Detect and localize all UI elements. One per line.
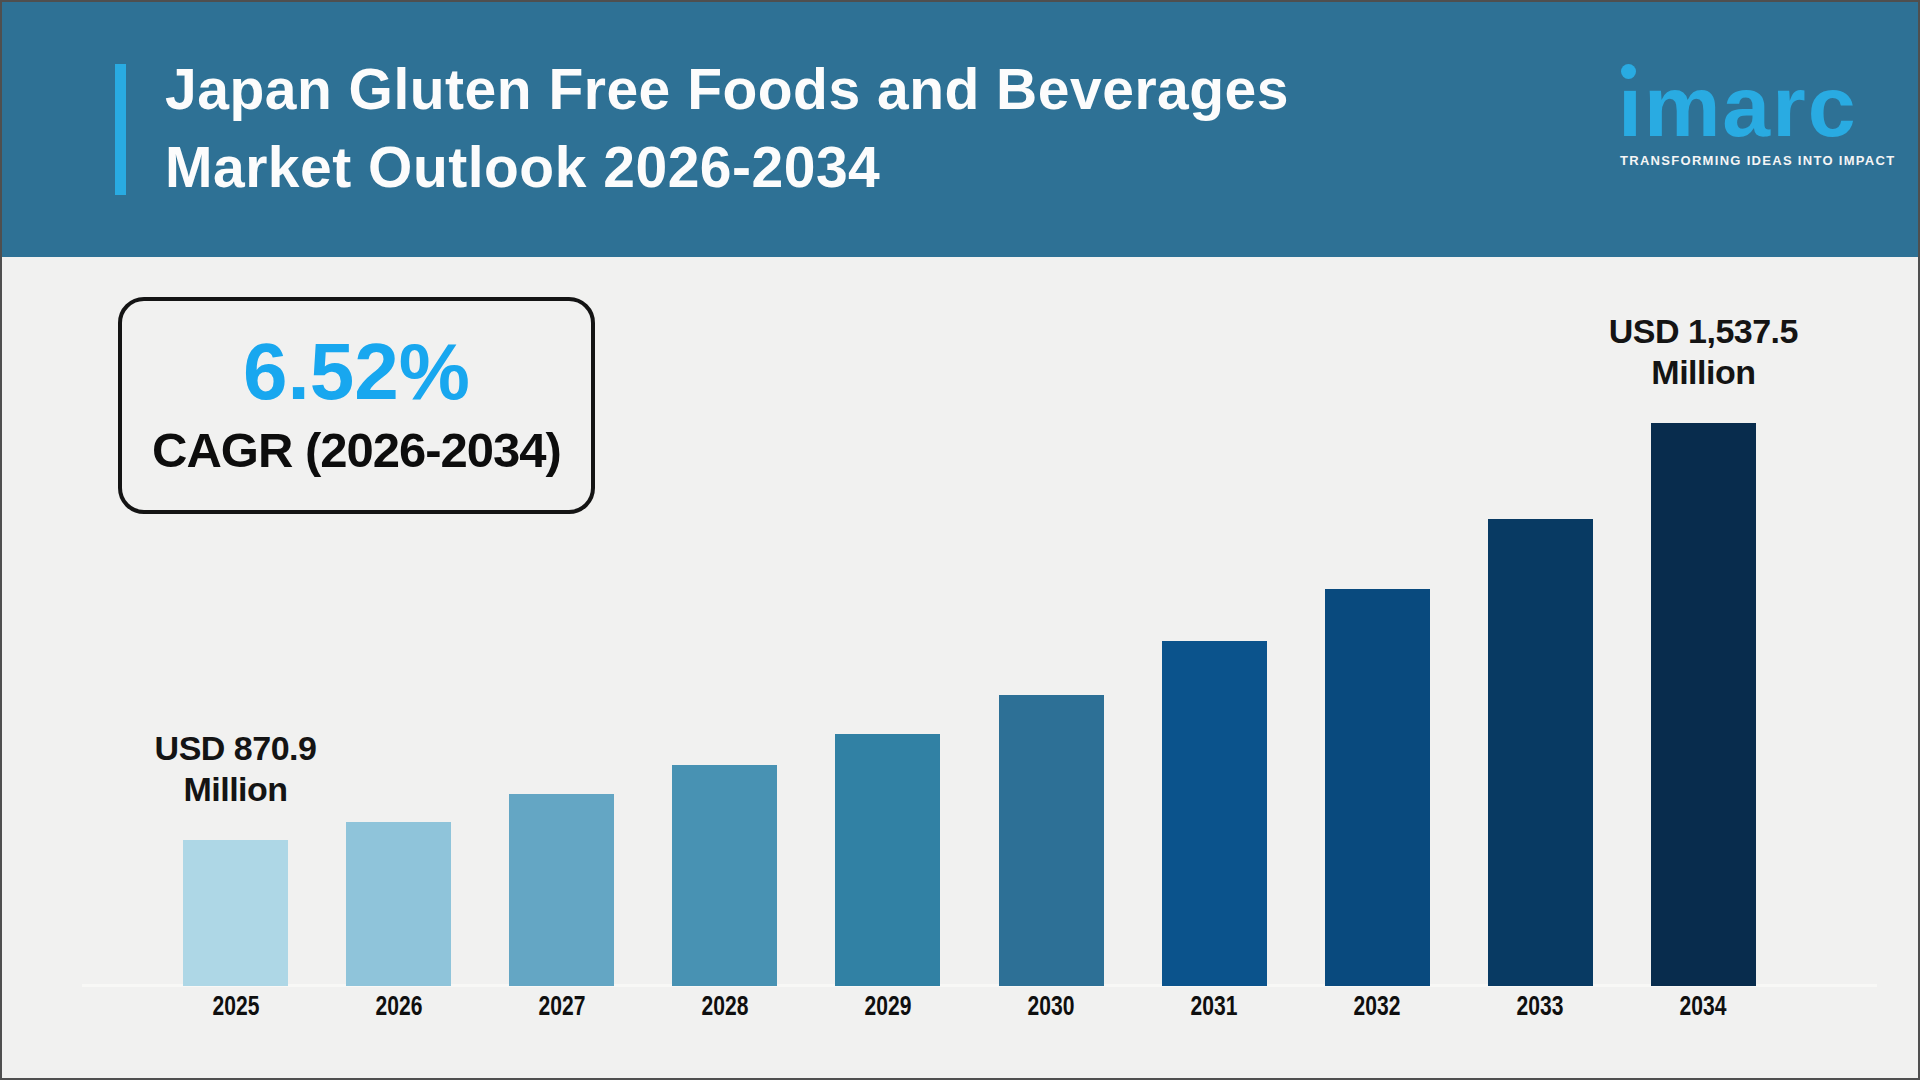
header-band: Japan Gluten Free Foods and Beverages Ma… xyxy=(2,2,1918,257)
imarc-logo-tagline: TRANSFORMING IDEAS INTO IMPACT xyxy=(1620,153,1870,168)
bar-2034 xyxy=(1651,423,1756,986)
x-axis-label-2027: 2027 xyxy=(515,990,609,1022)
infographic-slide: Japan Gluten Free Foods and Beverages Ma… xyxy=(0,0,1920,1080)
x-axis-label-2025: 2025 xyxy=(189,990,283,1022)
x-axis-label-2033: 2033 xyxy=(1493,990,1587,1022)
x-axis-label-2029: 2029 xyxy=(841,990,935,1022)
x-axis-label-2028: 2028 xyxy=(678,990,772,1022)
bar-2032 xyxy=(1325,589,1430,986)
bar-2028 xyxy=(672,765,777,986)
x-axis-label-2026: 2026 xyxy=(352,990,446,1022)
bar-2026 xyxy=(346,822,451,986)
page-title-line-1: Japan Gluten Free Foods and Beverages xyxy=(165,50,1289,128)
bar-2030 xyxy=(999,695,1104,986)
bar-2027 xyxy=(509,794,614,986)
x-axis-label-2031: 2031 xyxy=(1167,990,1261,1022)
imarc-logo-text: ımarc xyxy=(1618,63,1858,149)
value-label-2025: USD 870.9Million xyxy=(76,728,396,810)
page-title-line-2: Market Outlook 2026-2034 xyxy=(165,128,1289,206)
x-axis-label-2032: 2032 xyxy=(1330,990,1424,1022)
x-axis-label-2030: 2030 xyxy=(1004,990,1098,1022)
title-accent-bar xyxy=(115,64,126,195)
bar-2029 xyxy=(835,734,940,986)
x-axis-label-2034: 2034 xyxy=(1657,990,1751,1022)
value-label-2034: USD 1,537.5Million xyxy=(1543,311,1863,393)
bar-2025 xyxy=(183,840,288,986)
bar-2033 xyxy=(1488,519,1593,986)
imarc-logo: ımarc TRANSFORMING IDEAS INTO IMPACT xyxy=(1618,57,1868,187)
page-title: Japan Gluten Free Foods and Beverages Ma… xyxy=(165,50,1289,206)
bar-2031 xyxy=(1162,641,1267,986)
bar-chart: 2025 2026 2027 2028 2029 2030 2031 2032 2033 2034… xyxy=(2,257,1920,1080)
